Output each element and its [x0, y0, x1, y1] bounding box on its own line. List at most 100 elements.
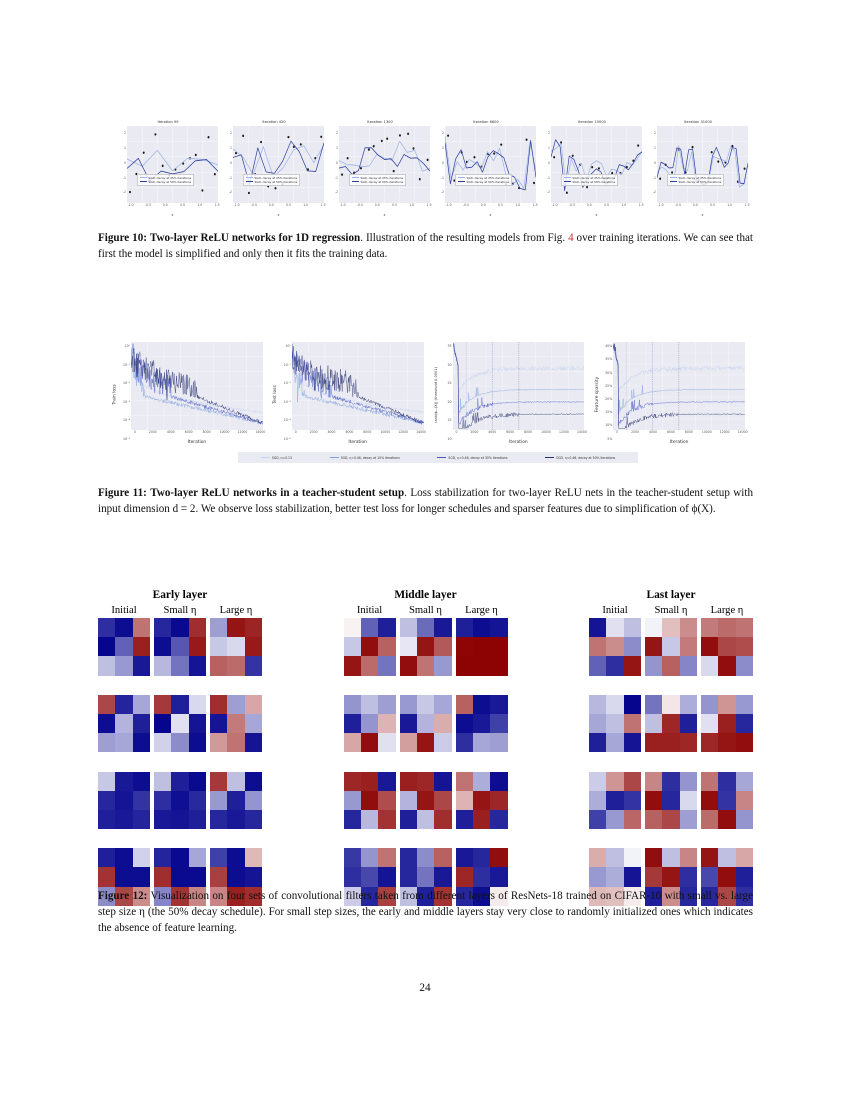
figure-12-filter-cell [606, 656, 624, 676]
figure-12-filter-cell [132, 733, 150, 753]
figure-12-filter-cell [645, 618, 663, 638]
figure-12-filter-cell [416, 771, 435, 791]
figure-12-filter-separator [154, 752, 206, 755]
figure-12-filter-cell [434, 656, 452, 676]
figure-10-plot-area: SGD, decay at 25% iterations SGD, decay a… [339, 126, 430, 203]
figure-11-x-tick: 14000 [576, 430, 587, 434]
figure-10-y-axis: 2 1 0 -1 -2 [648, 126, 657, 218]
figure-12-filter-separator [455, 829, 508, 832]
figure-12-filter-cell [679, 618, 697, 638]
figure-12-filter-cell [416, 713, 435, 734]
figure-11-x-tick: 6000 [184, 430, 193, 434]
figure-10-y-tick: 2 [442, 131, 444, 136]
figure-11-x-tick: 4000 [488, 430, 497, 434]
figure-12-filter-column [399, 618, 452, 906]
figure-12-filter-cell [171, 867, 189, 887]
legend-line-icon [140, 181, 147, 183]
figure-12-filter-cell [645, 867, 663, 887]
figure-11-legend-label: SGD, η=0.46, decay at 10% iterations [340, 455, 400, 460]
figure-12-filter-cell [244, 809, 262, 830]
figure-12-filter-separator [98, 675, 150, 678]
figure-10-y-tick: -2 [440, 190, 444, 195]
figure-10-x-tick: 0.0 [374, 203, 380, 207]
figure-11-x-tick: 6000 [345, 430, 354, 434]
figure-12-filter-cell [679, 848, 697, 868]
figure-11-x-tick: 6000 [506, 430, 515, 434]
figure-12-filter-cell [210, 848, 228, 868]
figure-12-filter-cell [606, 694, 624, 714]
figure-11-x-tick: 10000 [701, 430, 712, 434]
figure-12-filter-cell [171, 848, 189, 868]
figure-12-filter-cell [378, 637, 396, 657]
figure-12-caption: Figure 12: Visualization on four sets of… [98, 889, 753, 936]
figure-12-filter-cell [132, 886, 150, 906]
figure-12-filter-cell [718, 694, 736, 714]
figure-12-filter-cell [623, 771, 641, 791]
figure-10-y-tick: 2 [548, 131, 550, 136]
page-number: 24 [419, 982, 431, 994]
figure-12-filter-cell [490, 656, 508, 676]
figure-12-filter-cell [416, 618, 435, 638]
figure-11-caption: Figure 11: Two-layer ReLU networks in a … [98, 486, 753, 518]
figure-11-x-tick: 4000 [166, 430, 175, 434]
figure-12-layer-group: Last layer Initial Small η Large η [589, 588, 753, 906]
figure-11-x-tick: 8000 [202, 430, 211, 434]
figure-12-filter-cell [701, 867, 719, 887]
legend-line-icon [564, 181, 571, 183]
figure-12-filter-cell [227, 886, 245, 906]
figure-12-filter-cell [455, 656, 473, 676]
figure-10-y-tick: 0 [548, 160, 550, 165]
figure-12-column-label: Large η [710, 605, 744, 616]
figure-12-filter-cell [490, 618, 508, 638]
figure-12-filter-cell [115, 637, 133, 657]
figure-11-y-label: rank(ϕᵥᵥ(X)) (threshold 0.0001) [432, 342, 442, 447]
figure-12-filter-cell [606, 713, 624, 734]
figure-12-filter-cell [188, 790, 206, 810]
figure-10-plot-area: SGD, decay at 25% iterations SGD, decay a… [127, 126, 218, 203]
figure-12-filter-cell [455, 733, 473, 753]
figure-12-filter-cell [645, 809, 663, 830]
figure-11-x-tick: 2000 [309, 430, 318, 434]
figure-12-filter-cell [416, 694, 435, 714]
figure-10-caption-ref[interactable]: 4 [568, 232, 574, 244]
figure-12-filter-cell [360, 618, 379, 638]
legend-line-icon [140, 177, 147, 179]
figure-11-x-tick: 8000 [524, 430, 533, 434]
figure-12-filter-cell [154, 809, 172, 830]
figure-10-x-tick: -1.0 [127, 203, 134, 207]
figure-10-x-label: x [277, 213, 280, 217]
figure-12-filter-cell [455, 694, 473, 714]
figure-12-filter-cell [589, 694, 607, 714]
figure-12-caption-text: Visualization on four sets of convolutio… [98, 890, 753, 934]
figure-12-filter-cell [623, 618, 641, 638]
figure-12-filter-cell [662, 771, 680, 791]
figure-12-filter-cell [455, 618, 473, 638]
legend-line-icon [246, 181, 253, 183]
figure-10-legend-label: SGD, decay at 50% iterations [572, 179, 616, 184]
figure-12-filter-cell [188, 656, 206, 676]
figure-12-filter-separator [210, 829, 262, 832]
figure-12-filter-cell [434, 637, 452, 657]
figure-12-filter-separator [701, 675, 753, 678]
figure-12-filter-cell [188, 733, 206, 753]
figure-11-y-tick: 10⁻⁵ [122, 436, 130, 441]
figure-12-filter-cell [244, 771, 262, 791]
figure-10-panel: Iteration 15000 2 1 0 -1 -2 SGD, decay at 25% … [542, 118, 644, 218]
legend-line-icon [670, 177, 677, 179]
legend-line-icon [458, 181, 465, 183]
figure-12-filter-cell [490, 809, 508, 830]
figure-12-filter-column [343, 618, 396, 906]
figure-12-filter-separator [399, 675, 452, 678]
figure-12-filter-cell [718, 618, 736, 638]
figure-12-filter-cell [244, 618, 262, 638]
figure-10-x-tick: 1.0 [515, 203, 521, 207]
figure-12-filter-cell [378, 809, 396, 830]
figure-10-y-tick: -2 [122, 190, 126, 195]
figure-11-y-tick: 10⁻³ [122, 399, 130, 404]
figure-10-legend-label: SGD, decay at 50% iterations [466, 179, 510, 184]
figure-12-filter-cell [399, 733, 417, 753]
figure-12-filter-separator [645, 675, 697, 678]
figure-12-filter-separator [154, 829, 206, 832]
figure-11-caption-bold: Two-layer ReLU networks in a teacher-stu… [150, 487, 405, 499]
figure-12-filter-cell [472, 733, 491, 753]
